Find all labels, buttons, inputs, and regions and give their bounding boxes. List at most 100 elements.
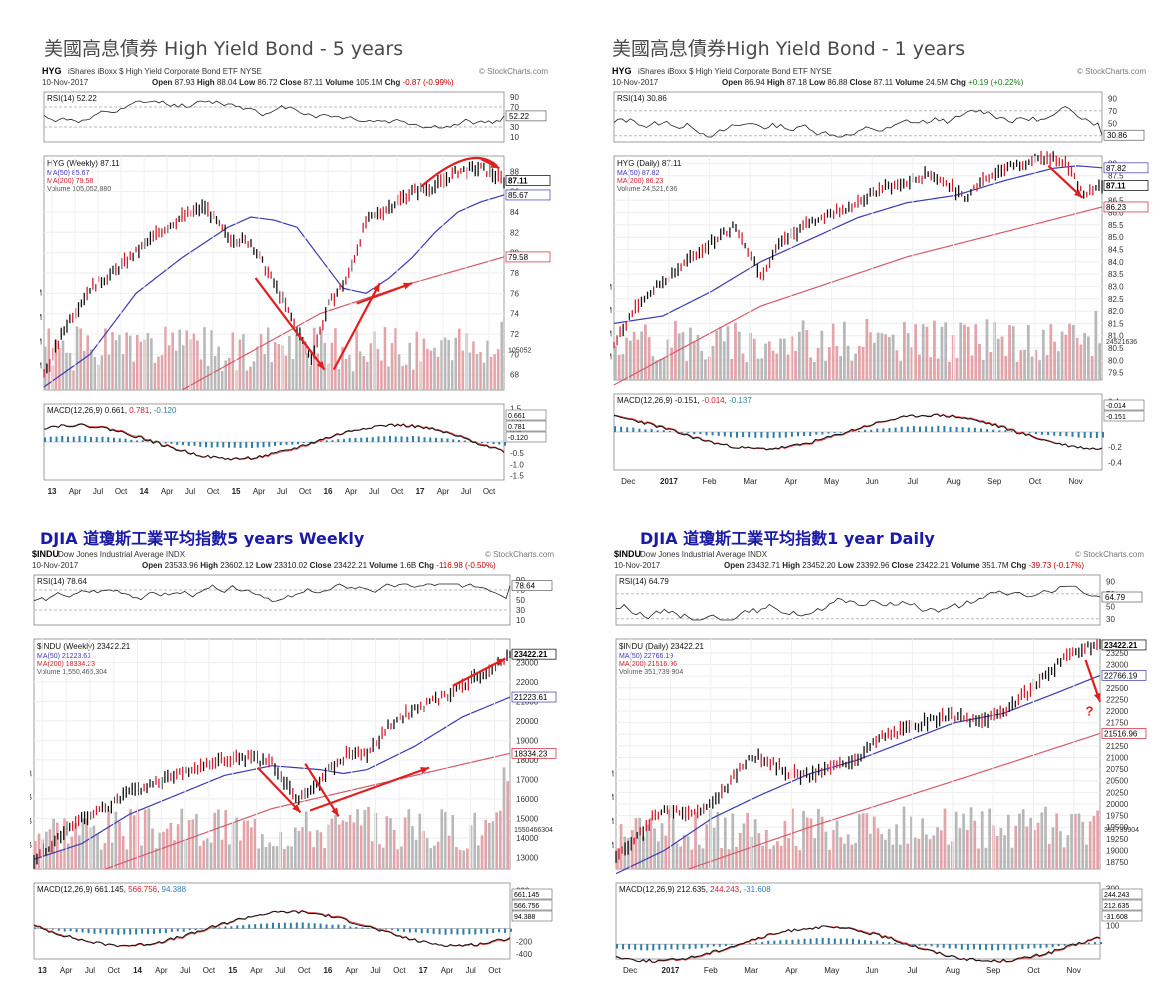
volume-bar: [171, 332, 174, 390]
price-tick: 19000: [516, 736, 539, 745]
volume-bar: [1083, 333, 1086, 380]
x-tick: Oct: [393, 966, 406, 975]
macd-histogram-bar: [349, 926, 352, 929]
x-tick: Oct: [298, 966, 311, 975]
volume-bar: [378, 844, 381, 869]
rsi-value-box: [505, 110, 547, 122]
volume-bar: [228, 844, 231, 869]
macd-histogram-bar: [851, 431, 854, 432]
macd-value: 566.756: [514, 903, 539, 910]
volume-bar: [656, 841, 660, 869]
macd-value-box: [1101, 899, 1143, 911]
volume-bar: [782, 338, 786, 380]
volume-bar: [846, 345, 850, 380]
volume-bar: [835, 820, 839, 869]
x-tick: 16: [323, 966, 332, 975]
macd-histogram-bar: [147, 928, 150, 935]
macd-histogram-bar: [188, 928, 191, 931]
volume-bar: [697, 844, 701, 869]
macd-histogram-bar: [1095, 432, 1098, 439]
macd-histogram-bar: [230, 926, 233, 929]
macd-histogram-bar: [658, 944, 661, 950]
macd-panel: [615, 882, 1101, 960]
volume-bar: [948, 361, 951, 380]
ma200-value-box: [1103, 201, 1149, 213]
volume-bar: [301, 826, 304, 869]
macd-histogram-bar: [218, 927, 221, 929]
volume-bar: [776, 841, 779, 869]
volume-bar: [341, 346, 344, 390]
volume-bar: [636, 339, 640, 380]
macd-histogram-bar: [377, 436, 380, 442]
volume-bar: [1073, 813, 1077, 869]
macd-histogram-bar: [773, 940, 776, 945]
volume-bar: [275, 846, 279, 869]
macd-histogram-bar: [99, 928, 102, 934]
volume-bar: [932, 835, 936, 869]
volume-bar: [965, 829, 969, 869]
macd-histogram-bar: [158, 928, 161, 934]
x-tick: Apr: [69, 487, 82, 496]
macd-histogram-bar: [355, 927, 358, 929]
volume-bar: [1021, 809, 1025, 869]
volume-bar: [767, 341, 771, 380]
legend-ma200: MA(200) 79.58: [47, 178, 93, 185]
volume-bar: [1019, 350, 1023, 380]
volume-bar: [217, 346, 220, 390]
volume-bar: [220, 371, 224, 390]
price-tick: 19500: [1106, 823, 1129, 832]
price-tick: 80.5: [1108, 344, 1124, 353]
volume-bar: [496, 349, 500, 390]
volume-bar: [286, 845, 290, 869]
volume-bar: [468, 352, 472, 390]
volume-bar: [70, 836, 74, 869]
legend-main: HYG (Weekly) 87.11: [47, 159, 120, 168]
price-tick: 82.0: [1108, 307, 1124, 316]
price-tick: 86.0: [1108, 209, 1124, 218]
volume-bar: [114, 340, 118, 390]
macd-histogram-bar: [809, 432, 812, 437]
volume-bar: [939, 830, 943, 869]
x-tick: 17: [419, 966, 428, 975]
macd-histogram-bar: [833, 938, 836, 945]
price-tick: 84.0: [1108, 258, 1124, 267]
volume-bar: [210, 330, 213, 390]
x-tick: Oct: [207, 487, 220, 496]
volume-bar: [330, 342, 334, 390]
macd-histogram-bar: [75, 928, 78, 933]
volume-bar: [162, 831, 165, 869]
close-value: 23422.21: [514, 650, 548, 659]
macd-histogram-bar: [440, 438, 443, 442]
volume-bar: [746, 812, 750, 869]
volume-bar: [692, 340, 696, 380]
volume-bar: [980, 811, 984, 869]
volume-bar: [880, 834, 884, 869]
volume-bar: [884, 334, 888, 380]
volume-tick: 10M: [610, 353, 612, 362]
macd-histogram-bar: [325, 440, 328, 442]
macd-histogram-bar: [687, 432, 690, 433]
volume-bar: [653, 828, 656, 869]
volume-bar: [1088, 821, 1092, 869]
security-name: Dow Jones Industrial Average INDX: [640, 550, 768, 559]
macd-histogram-bar: [960, 944, 963, 950]
price-tick: 18000: [516, 756, 539, 765]
price-tick: 23000: [1106, 661, 1129, 670]
macd-histogram-bar: [256, 442, 259, 448]
volume-bar: [644, 324, 647, 380]
macd-histogram-bar: [279, 442, 282, 446]
rsi-value-box: [511, 580, 553, 591]
volume-bar: [700, 350, 704, 380]
macd-histogram-bar: [251, 442, 253, 449]
ma50-line: [613, 165, 1103, 324]
volume-bar: [187, 820, 191, 869]
volume-bar: [489, 356, 493, 390]
volume-bar: [1094, 310, 1098, 380]
x-tick: Apr: [441, 966, 454, 975]
macd-histogram-bar: [414, 928, 417, 933]
volume-bar: [203, 327, 206, 390]
volume-bar: [224, 810, 228, 869]
volume-bar: [475, 354, 479, 390]
macd-histogram-bar: [973, 427, 976, 432]
macd-histogram-bar: [986, 429, 989, 432]
